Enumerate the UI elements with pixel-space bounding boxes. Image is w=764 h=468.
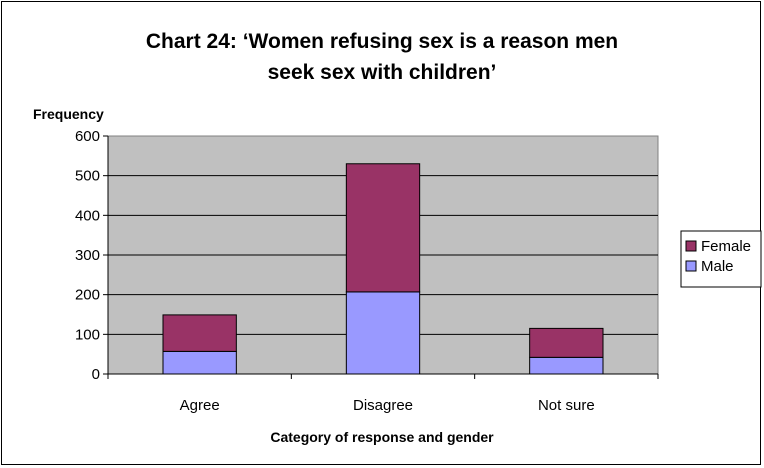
bar-male-not-sure — [529, 356, 604, 375]
x-tick-label: Disagree — [353, 397, 413, 414]
x-tick-label: Not sure — [538, 397, 595, 414]
y-tick-label: 0 — [92, 366, 100, 383]
bar-male-disagree — [345, 291, 421, 375]
bar-male-agree — [162, 350, 237, 375]
bar-female-agree — [162, 314, 237, 352]
chart-title-line-1: Chart 24: ‘Women refusing sex is a reaso… — [146, 30, 618, 53]
y-tick-label: 400 — [75, 207, 100, 224]
y-tick-label: 300 — [75, 247, 100, 264]
x-tick-labels: Agree Disagree Not sure — [180, 397, 595, 414]
y-tick-labels: 0 100 200 300 400 500 600 — [75, 128, 100, 383]
bars — [162, 163, 604, 375]
x-axis-label: Category of response and gender — [270, 429, 494, 445]
legend-label-female: Female — [701, 238, 751, 255]
legend-swatch-female — [685, 240, 697, 252]
legend-swatch-male — [685, 260, 697, 272]
legend: Female Male — [680, 230, 762, 288]
axes — [103, 135, 659, 379]
y-axis-label: Frequency — [33, 106, 104, 122]
bar-female-disagree — [345, 163, 421, 293]
y-tick-label: 100 — [75, 326, 100, 343]
y-tick-label: 500 — [75, 168, 100, 185]
chart-title-line-2: seek sex with children’ — [268, 61, 497, 84]
y-tick-label: 600 — [75, 128, 100, 145]
y-tick-label: 200 — [75, 287, 100, 304]
legend-box — [680, 230, 762, 288]
bar-female-not-sure — [529, 327, 604, 358]
x-tick-label: Agree — [180, 397, 220, 414]
legend-label-male: Male — [701, 258, 734, 275]
